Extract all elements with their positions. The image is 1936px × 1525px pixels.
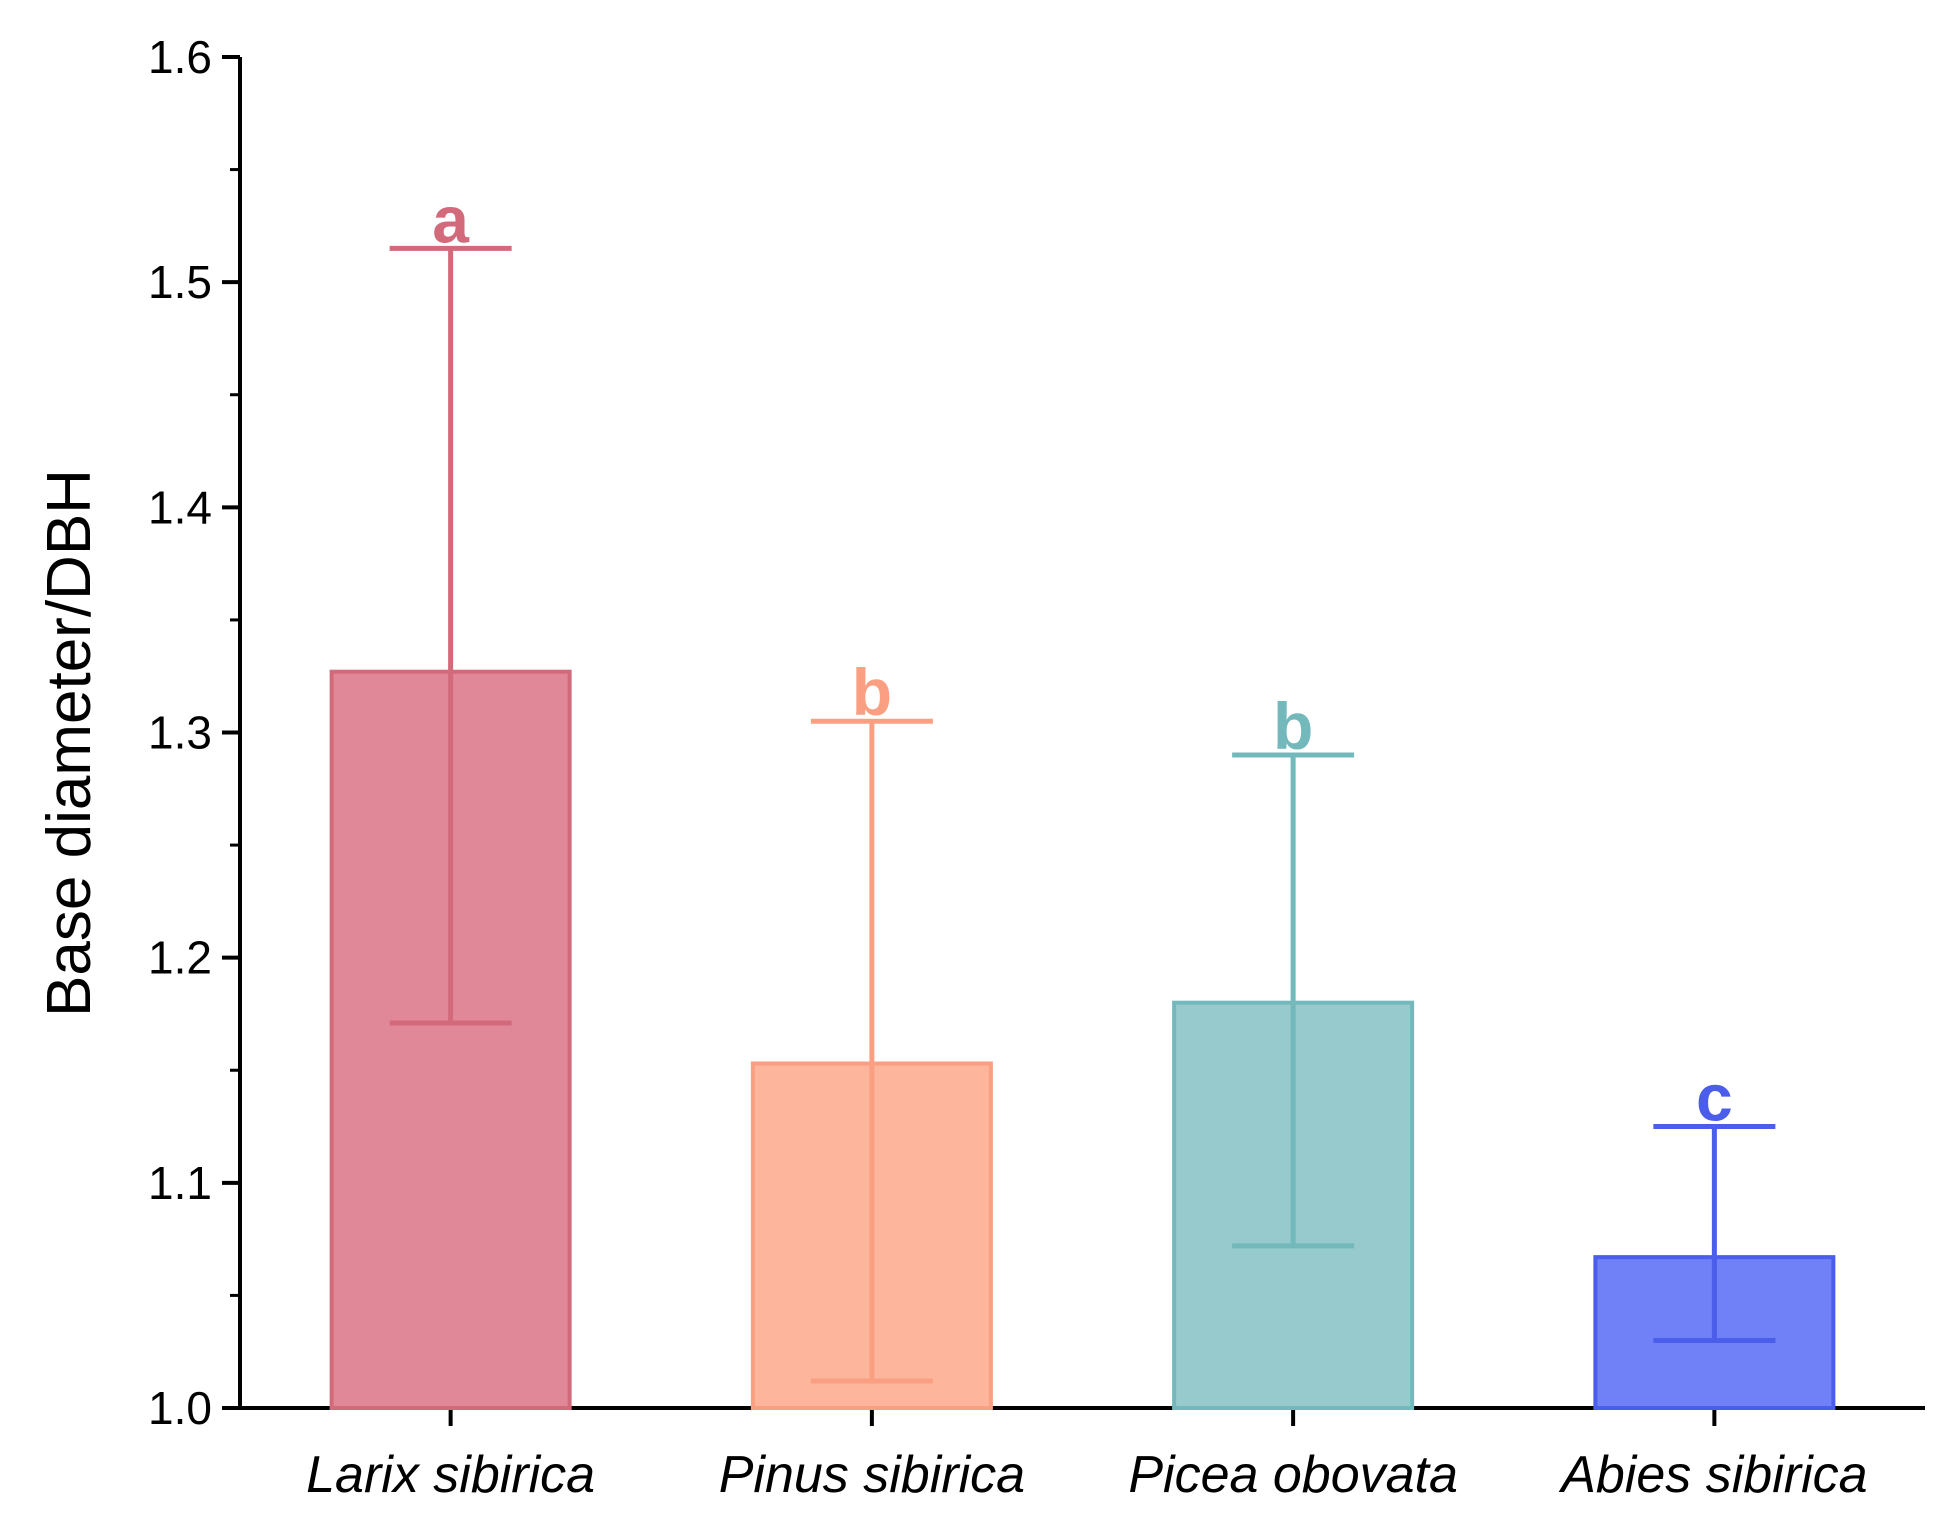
y-axis: 1.0 1.1 1.2 1.3 1.4 1.5 1.6	[148, 31, 242, 1434]
significance-labels: a b b c	[432, 182, 1732, 1134]
significance-letter: b	[1273, 689, 1313, 763]
x-category-label: Picea obovata	[1128, 1446, 1458, 1504]
error-bars	[389, 245, 1776, 1384]
y-tick-label: 1.1	[148, 1157, 212, 1209]
x-category-label: Abies sibirica	[1558, 1446, 1867, 1504]
significance-letter: a	[432, 182, 470, 256]
y-tick-label: 1.0	[148, 1382, 212, 1434]
x-category-label: Pinus sibirica	[719, 1446, 1025, 1504]
y-tick-label: 1.3	[148, 707, 212, 759]
significance-letter: b	[852, 655, 892, 729]
x-axis: Larix sibirica Pinus sibirica Picea obovat…	[238, 1406, 1925, 1504]
bars	[329, 669, 1836, 1410]
x-category-label: Larix sibirica	[306, 1446, 595, 1504]
y-tick-label: 1.5	[148, 256, 212, 308]
y-axis-title: Base diameter/DBH	[35, 469, 104, 1017]
y-tick-label: 1.2	[148, 932, 212, 984]
y-tick-label: 1.4	[148, 481, 212, 533]
significance-letter: c	[1696, 1061, 1733, 1135]
y-tick-label: 1.6	[148, 31, 212, 83]
